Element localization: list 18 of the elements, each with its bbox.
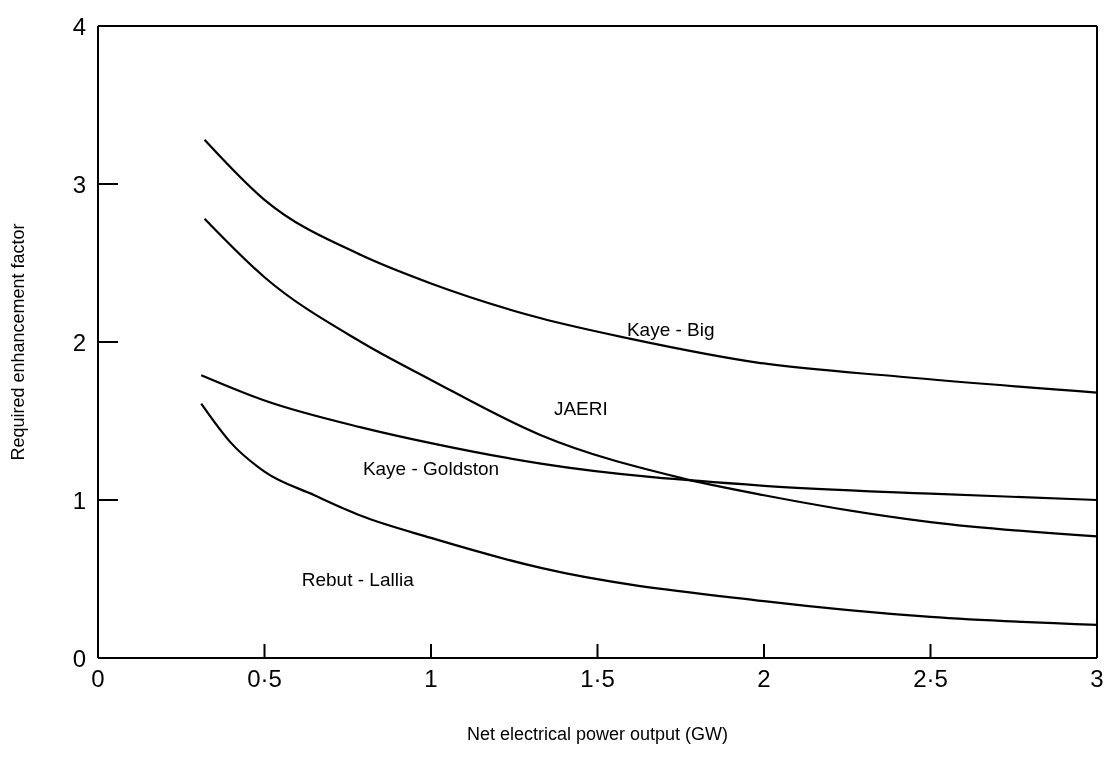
series-label: Kaye - Big (626, 319, 715, 341)
y-axis-title: Required enhancement factor (8, 223, 29, 461)
series-label: Rebut - Lallia (301, 568, 415, 590)
y-tick-label: 2 (72, 328, 86, 356)
x-tick-label: 1 (424, 665, 438, 693)
x-tick-label: 2 (757, 665, 771, 693)
series-label: JAERI (553, 398, 608, 420)
x-axis-title: Net electrical power output (GW) (466, 724, 729, 744)
x-tick-label: 0 (91, 665, 105, 693)
x-tick-label: 2·5 (913, 665, 948, 693)
y-tick-label: 0 (72, 644, 86, 672)
x-tick-label: 1·5 (580, 665, 615, 693)
y-tick-label: 1 (72, 486, 86, 514)
y-tick-label: 3 (72, 170, 86, 198)
series-label: Kaye - Goldston (362, 458, 500, 480)
y-tick-label: 4 (72, 12, 86, 40)
x-tick-label: 0·5 (247, 665, 282, 693)
x-tick-label: 3 (1090, 665, 1104, 693)
